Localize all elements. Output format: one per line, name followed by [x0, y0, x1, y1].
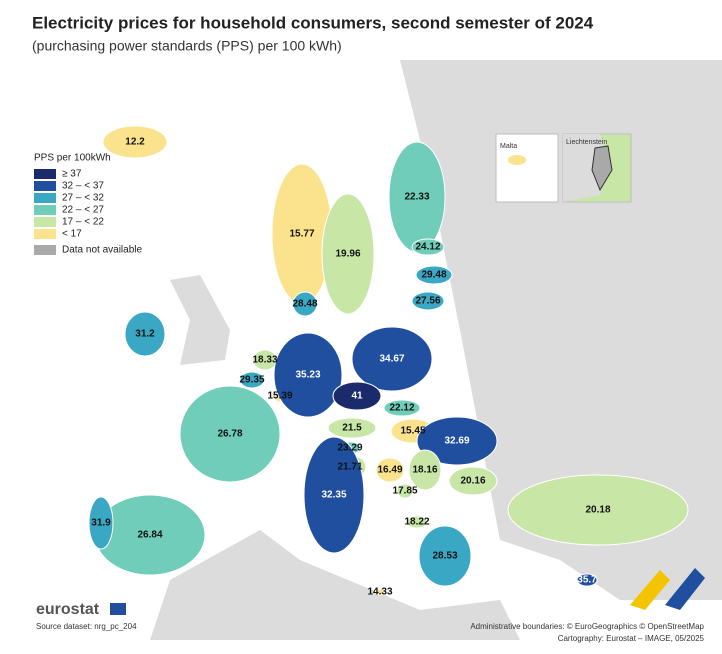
country-area	[411, 291, 445, 311]
logo: eurostat	[36, 601, 100, 618]
legend-swatch	[34, 193, 56, 203]
legend-swatch	[34, 181, 56, 191]
logo-mark	[630, 570, 670, 610]
value-label: 26.84	[137, 530, 162, 541]
value-label: 18.22	[404, 517, 429, 528]
country-area	[332, 381, 382, 411]
country-area	[408, 449, 442, 491]
value-label: 17.85	[392, 486, 417, 497]
value-label: 20.18	[585, 505, 610, 516]
country-area	[375, 588, 385, 596]
value-label: 29.35	[239, 375, 264, 386]
country-area	[102, 125, 168, 159]
value-label: 15.39	[267, 391, 292, 402]
value-label: 31.9	[91, 518, 111, 529]
value-label: 32.35	[321, 490, 346, 501]
value-label: 15.45	[400, 426, 425, 437]
country-area	[292, 291, 318, 317]
value-label: 19.96	[335, 249, 360, 260]
cartography: Cartography: Eurostat – IMAGE, 05/2025	[558, 634, 705, 643]
country-area	[415, 265, 453, 285]
value-label: 14.33	[367, 587, 392, 598]
legend-swatch	[34, 169, 56, 179]
malta-inset: Malta	[495, 133, 559, 203]
land	[150, 60, 722, 640]
title: Electricity prices for household consume…	[32, 13, 594, 32]
country-area	[507, 474, 689, 546]
country-area	[375, 457, 405, 483]
country-area	[416, 416, 498, 466]
value-label: 21.5	[342, 423, 362, 434]
country-area	[327, 417, 377, 439]
country-area	[418, 525, 472, 587]
value-label: 41	[351, 391, 363, 402]
value-label: 26.78	[217, 429, 242, 440]
labels: 12.2 15.77 19.96 22.33 24.12 29.48 27.56 28.48 3…	[91, 137, 611, 598]
eu-flag	[110, 603, 126, 615]
country-area	[576, 573, 598, 587]
liechtenstein-inset: Liechtenstein	[562, 133, 632, 203]
value-label: 32.69	[444, 436, 469, 447]
legend-label: ≥ 37	[62, 169, 82, 180]
value-label: 34.67	[379, 354, 404, 365]
boundaries: Administrative boundaries: © EuroGeograp…	[470, 622, 704, 631]
legend-swatch	[34, 245, 56, 255]
value-label: 22.12	[389, 403, 414, 414]
value-label: 24.12	[415, 242, 440, 253]
value-label: 22.33	[404, 192, 429, 203]
country-area	[88, 496, 114, 550]
subtitle: (purchasing power standards (PPS) per 10…	[32, 38, 342, 54]
country-area	[383, 399, 421, 417]
value-label: 21.71	[337, 462, 362, 473]
value-label: 29.48	[421, 270, 446, 281]
country-area	[351, 326, 433, 392]
legend-label: 22 – < 27	[62, 205, 104, 216]
value-label: 35.23	[295, 370, 320, 381]
country-area	[179, 385, 281, 483]
regions	[88, 125, 689, 596]
inset-title: Liechtenstein	[566, 139, 607, 146]
logo-mark	[665, 568, 705, 610]
legend-label: 27 – < 32	[62, 193, 104, 204]
country-area	[124, 311, 166, 357]
value-label: 28.48	[292, 299, 317, 310]
value-label: 23.29	[337, 443, 362, 454]
value-label: 31.2	[135, 329, 155, 340]
country-area	[448, 466, 498, 496]
legend-swatch	[34, 205, 56, 215]
legend-swatch	[34, 229, 56, 239]
inset-title: Malta	[500, 143, 517, 150]
source: Source dataset: nrg_pc_204	[36, 622, 137, 631]
country-area	[303, 436, 365, 554]
value-label: 28.53	[432, 551, 457, 562]
country-area	[396, 483, 414, 499]
value-label: 35.7	[577, 575, 597, 586]
legend-label: 17 – < 22	[62, 217, 104, 228]
legend-title: PPS per 100kWh	[34, 153, 111, 164]
country-area	[321, 193, 375, 315]
country-area	[239, 371, 265, 389]
legend-swatch	[34, 217, 56, 227]
country-area	[273, 332, 343, 418]
value-label: 27.56	[415, 296, 440, 307]
value-label: 18.33	[252, 355, 277, 366]
value-label: 15.77	[289, 229, 314, 240]
country-area	[411, 238, 445, 256]
country-area	[406, 515, 428, 529]
legend-label: Data not available	[62, 245, 142, 256]
value-label: 16.49	[377, 465, 402, 476]
legend-label: < 17	[62, 229, 82, 240]
value-label: 20.16	[460, 476, 485, 487]
value-label: 18.16	[412, 465, 437, 476]
value-label: 12.2	[125, 137, 145, 148]
legend-label: 32 – < 37	[62, 181, 104, 192]
